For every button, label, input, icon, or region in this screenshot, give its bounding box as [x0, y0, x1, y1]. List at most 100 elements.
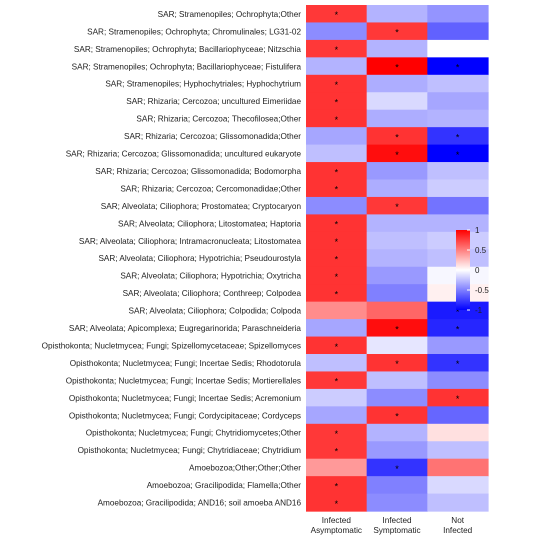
legend-tick-label: 0 — [475, 266, 480, 275]
heatmap-cell — [366, 388, 428, 407]
significance-marker: * — [335, 80, 339, 90]
significance-marker: * — [335, 289, 339, 299]
significance-marker: * — [395, 412, 399, 422]
heatmap-cell — [306, 249, 368, 268]
heatmap-cell — [427, 458, 489, 477]
heatmap-cell — [427, 5, 489, 24]
heatmap-cell — [306, 458, 368, 477]
heatmap-cell — [427, 493, 489, 512]
row-label: SAR; Alveolata; Ciliophora; Hypotrichia;… — [120, 272, 301, 281]
heatmap-cell — [427, 127, 489, 146]
heatmap-cell — [427, 388, 489, 407]
significance-marker: * — [335, 237, 339, 247]
heatmap-cell — [306, 144, 368, 163]
row-label: SAR; Alveolata; Apicomplexa; Eugregarino… — [69, 324, 302, 333]
row-label: Amoebozoa;Other;Other;Other — [189, 464, 301, 473]
row-label: Amoebozoa; Gracilipodida; Flamella;Other — [147, 481, 302, 490]
heatmap-cell — [366, 336, 428, 355]
heatmap-cell — [366, 22, 428, 41]
heatmap-cell — [366, 354, 428, 373]
heatmap-cell — [427, 423, 489, 442]
significance-marker: * — [456, 394, 460, 404]
heatmap-cell — [306, 284, 368, 303]
heatmap-cell — [306, 162, 368, 181]
heatmap-cell — [427, 92, 489, 111]
row-label: Opisthokonta; Nucletmycea; Fungi; Incert… — [69, 394, 301, 403]
significance-marker: * — [335, 220, 339, 230]
heatmap-cell — [427, 319, 489, 338]
row-labels: SAR; Stramenopiles; Ochrophyta;Other SAR;… — [42, 10, 302, 508]
heatmap-cell — [366, 441, 428, 460]
heatmap-cell — [306, 423, 368, 442]
row-label: Opisthokonta; Nucletmycea; Fungi; Spizel… — [42, 341, 301, 350]
heatmap-cell — [306, 266, 368, 285]
row-label: SAR; Alveolata; Ciliophora; Intramacronu… — [79, 237, 302, 246]
heatmap-cell — [306, 179, 368, 198]
heatmap-cell — [427, 214, 489, 233]
heatmap-cell — [427, 301, 489, 320]
row-label: Opisthokonta; Nucletmycea; Fungi; Incert… — [66, 376, 301, 385]
significance-marker: * — [335, 97, 339, 107]
significance-marker: * — [456, 63, 460, 73]
row-label: SAR; Stramenopiles; Ochrophyta;Other — [158, 10, 302, 19]
heatmap-cell — [366, 57, 428, 76]
heatmap-cell — [366, 144, 428, 163]
significance-marker: * — [456, 307, 460, 317]
heatmap-cell — [427, 57, 489, 76]
heatmap-cell — [306, 493, 368, 512]
significance-marker: * — [335, 499, 339, 509]
legend-tick-label: 1 — [475, 226, 480, 235]
heatmap-cell — [306, 92, 368, 111]
heatmap-cell — [306, 301, 368, 320]
heatmap-cell — [427, 441, 489, 460]
heatmap-cell — [366, 39, 428, 58]
significance-marker: * — [335, 377, 339, 387]
heatmap-cell — [366, 458, 428, 477]
heatmap-cell — [306, 336, 368, 355]
heatmap-cell — [366, 406, 428, 425]
significance-marker: * — [335, 185, 339, 195]
heatmap-cell — [366, 231, 428, 250]
row-label: SAR; Stramenopiles; Ochrophyta; Bacillar… — [72, 62, 302, 71]
heatmap-cell — [366, 196, 428, 215]
heatmap-cell — [366, 127, 428, 146]
heatmap-cell — [366, 214, 428, 233]
heatmap-cell — [306, 388, 368, 407]
heatmap-cell — [366, 423, 428, 442]
heatmap-cell — [366, 249, 428, 268]
row-label: SAR; Stramenopiles; Ochrophyta; Bacillar… — [74, 45, 302, 54]
row-label: Amoebozoa; Gracilipodida; AND16; soil am… — [98, 499, 302, 508]
heatmap-cell — [306, 57, 368, 76]
heatmap-cell — [366, 284, 428, 303]
significance-marker: * — [335, 481, 339, 491]
heatmap-cell — [427, 39, 489, 58]
significance-marker: * — [395, 132, 399, 142]
significance-marker: * — [456, 132, 460, 142]
row-label: Opisthokonta; Nucletmycea; Fungi; Incert… — [70, 359, 302, 368]
significance-marker: * — [335, 342, 339, 352]
heatmap-cell — [366, 162, 428, 181]
row-label: SAR; Rhizaria; Cercozoa; uncultured Eime… — [126, 97, 301, 106]
heatmap-cell — [306, 476, 368, 495]
heatmap-cell — [366, 371, 428, 390]
row-label: SAR; Rhizaria; Cercozoa; Glissomonadida;… — [66, 150, 302, 159]
legend-tick-label: -0.5 — [475, 286, 489, 295]
heatmap-cell — [306, 441, 368, 460]
heatmap-cell — [366, 74, 428, 93]
heatmap-cell — [306, 231, 368, 250]
heatmap-cell — [306, 406, 368, 425]
heatmap-cell — [306, 5, 368, 24]
significance-marker: * — [335, 115, 339, 125]
heatmap-cell — [427, 74, 489, 93]
significance-marker: * — [395, 28, 399, 38]
significance-marker: * — [395, 150, 399, 160]
heatmap-cells — [306, 5, 489, 512]
heatmap-cell — [427, 162, 489, 181]
heatmap-cell — [366, 266, 428, 285]
significance-marker: * — [456, 150, 460, 160]
significance-marker: * — [335, 429, 339, 439]
significance-marker: * — [395, 63, 399, 73]
significance-marker: * — [456, 359, 460, 369]
row-label: SAR; Alveolata; Ciliophora; Colpodida; C… — [129, 307, 302, 316]
